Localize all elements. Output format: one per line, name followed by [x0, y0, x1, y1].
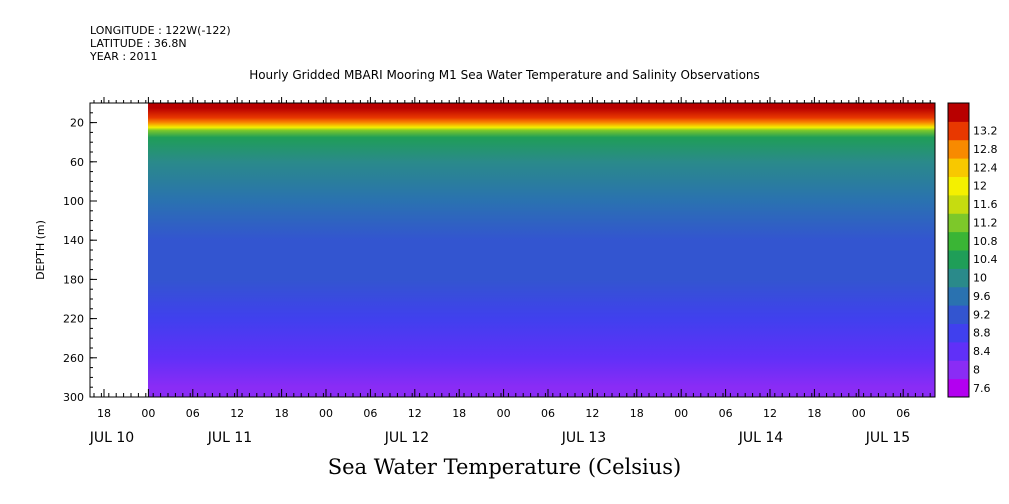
x-day-label: JUL 12: [384, 430, 429, 446]
y-tick-label: 100: [63, 195, 84, 208]
chart-subtitle: Sea Water Temperature (Celsius): [327, 455, 682, 479]
x-tick-label: 18: [97, 407, 111, 420]
colorbar-swatch: [948, 139, 969, 159]
x-tick-label: 00: [852, 407, 866, 420]
colorbar-label: 8.8: [973, 327, 991, 340]
x-tick-label: 12: [585, 407, 599, 420]
colorbar-label: 11.2: [973, 216, 998, 229]
x-tick-label: 06: [186, 407, 200, 420]
colorbar-label: 7.6: [973, 382, 991, 395]
x-tick-label: 00: [319, 407, 333, 420]
y-tick-label: 180: [63, 273, 84, 286]
colorbar-swatch: [948, 360, 969, 380]
x-day-label: JUL 15: [865, 430, 910, 446]
y-tick-label: 60: [70, 156, 84, 169]
x-tick-label: 18: [630, 407, 644, 420]
colorbar-swatch: [948, 341, 969, 361]
chart-title: Hourly Gridded MBARI Mooring M1 Sea Wate…: [249, 68, 760, 82]
colorbar-swatch: [948, 323, 969, 343]
x-tick-label: 06: [363, 407, 377, 420]
x-day-label: JUL 13: [561, 430, 606, 446]
colorbar-label: 8: [973, 363, 980, 376]
colorbar-label: 10: [973, 272, 987, 285]
colorbar-label: 10.8: [973, 235, 998, 248]
x-tick-label: 18: [452, 407, 466, 420]
colorbar: 7.6 8 8.4 8.8 9.2 9.6 10 10.4 10.8 11.2 11.6 12 12.4…: [947, 102, 998, 398]
colorbar-swatch: [948, 286, 969, 306]
colorbar-swatch: [948, 378, 969, 398]
x-day-label: JUL 10: [89, 430, 134, 446]
x-tick-label: 00: [674, 407, 688, 420]
y-tick-label: 260: [63, 352, 84, 365]
x-tick-label: 06: [719, 407, 733, 420]
colorbar-swatch: [948, 231, 969, 251]
x-tick-label: 12: [763, 407, 777, 420]
x-day-label: JUL 14: [738, 430, 784, 446]
colorbar-swatch: [948, 176, 969, 196]
colorbar-swatch: [948, 268, 969, 288]
y-tick-label: 20: [70, 117, 84, 130]
colorbar-label: 13.2: [973, 125, 998, 138]
colorbar-frame: [947, 102, 970, 398]
y-axis-label: DEPTH (m): [34, 220, 47, 280]
y-tick-label: 220: [63, 313, 84, 326]
colorbar-swatch: [948, 194, 969, 214]
colorbar-label: 10.4: [973, 253, 998, 266]
x-tick-label: 00: [497, 407, 511, 420]
colorbar-swatch: [948, 103, 969, 122]
colorbar-swatch: [948, 158, 969, 177]
y-tick-label: 300: [63, 391, 84, 404]
colorbar-label: 9.2: [973, 308, 991, 321]
x-tick-label: 18: [275, 407, 289, 420]
colorbar-label: 12.8: [973, 143, 998, 156]
x-tick-label: 06: [541, 407, 555, 420]
x-tick-label: 00: [141, 407, 155, 420]
colorbar-label: 12: [973, 180, 987, 193]
year-label: YEAR : 2011: [90, 50, 158, 63]
colorbar-swatch: [948, 305, 969, 324]
colorbar-label: 11.6: [973, 198, 998, 211]
colorbar-label: 12.4: [973, 161, 998, 174]
colorbar-swatch: [948, 213, 969, 233]
colorbar-swatch: [948, 121, 969, 141]
colorbar-label: 8.4: [973, 345, 991, 358]
plot-area: [90, 103, 935, 397]
y-tick-label: 140: [63, 234, 84, 247]
x-tick-label: 06: [896, 407, 910, 420]
x-tick-label: 12: [408, 407, 422, 420]
x-day-label: JUL 11: [207, 430, 252, 446]
colorbar-swatch: [948, 250, 969, 269]
temperature-field: [148, 103, 935, 397]
missing-data-region: [90, 103, 148, 397]
colorbar-label: 9.6: [973, 290, 991, 303]
x-tick-label: 18: [807, 407, 821, 420]
latitude-label: LATITUDE : 36.8N: [90, 37, 187, 50]
axes: 20 60 100 140 180 220 260 300 18 00 06 12 18 00 06 12 18…: [63, 97, 936, 446]
longitude-label: LONGITUDE : 122W(-122): [90, 24, 231, 37]
x-tick-label: 12: [230, 407, 244, 420]
